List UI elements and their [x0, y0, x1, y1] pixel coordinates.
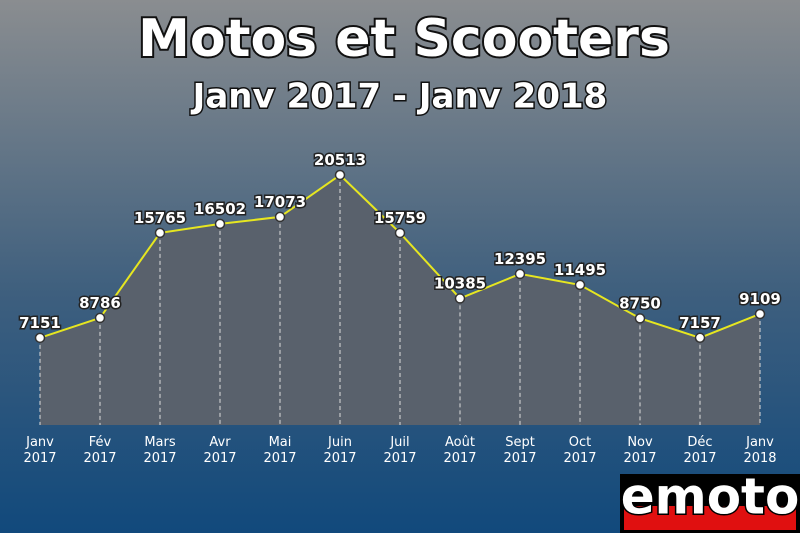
plot: 7151 8786 15765 16502 17073 20513 15759 10385 12… [18, 150, 783, 467]
point [154, 227, 166, 239]
value-label: 15765 [134, 209, 186, 227]
x-tick-label: Fév 2017 [83, 435, 116, 466]
x-tick-label: Juin 2017 [323, 435, 356, 466]
x-tick-label: Août 2017 [443, 435, 476, 466]
logo-band [624, 506, 796, 530]
logo: emoto [621, 468, 800, 526]
point [634, 313, 646, 324]
x-tick-label: Sept 2017 [503, 435, 536, 466]
chart-subtitle: Janv 2017 - Janv 2018 [191, 77, 608, 117]
value-label: 16502 [194, 200, 246, 218]
point [214, 218, 226, 230]
point [514, 268, 526, 280]
x-tick-label: Avr 2017 [203, 435, 236, 466]
point [274, 211, 286, 223]
point [94, 312, 106, 324]
value-label: 12395 [494, 250, 546, 268]
x-tick-label: Mars 2017 [143, 435, 176, 466]
value-label: 7157 [679, 314, 721, 332]
point [454, 293, 466, 304]
value-label: 7151 [19, 314, 61, 332]
value-label: 17073 [254, 193, 306, 211]
point [394, 227, 406, 239]
x-tick-label: Déc 2017 [683, 435, 716, 466]
point [754, 308, 766, 320]
value-label: 10385 [434, 274, 486, 292]
x-tick-label: Janv 2018 [743, 435, 776, 466]
chart-title: Motos et Scooters [138, 9, 670, 69]
value-label: 15759 [374, 209, 426, 227]
value-label: 8786 [79, 294, 121, 312]
x-tick-label: Janv 2017 [23, 435, 56, 466]
point [34, 332, 46, 344]
point [334, 169, 346, 181]
point [694, 332, 706, 344]
value-label: 9109 [739, 290, 781, 308]
value-label: 8750 [619, 294, 661, 312]
value-label: 20513 [314, 151, 366, 169]
value-label: 11495 [554, 261, 606, 279]
point [574, 279, 586, 291]
x-tick-label: Juil 2017 [383, 435, 416, 466]
x-tick-label: Mai 2017 [263, 435, 296, 466]
x-tick-label: Oct 2017 [563, 435, 596, 466]
x-tick-label: Nov 2017 [623, 435, 656, 466]
